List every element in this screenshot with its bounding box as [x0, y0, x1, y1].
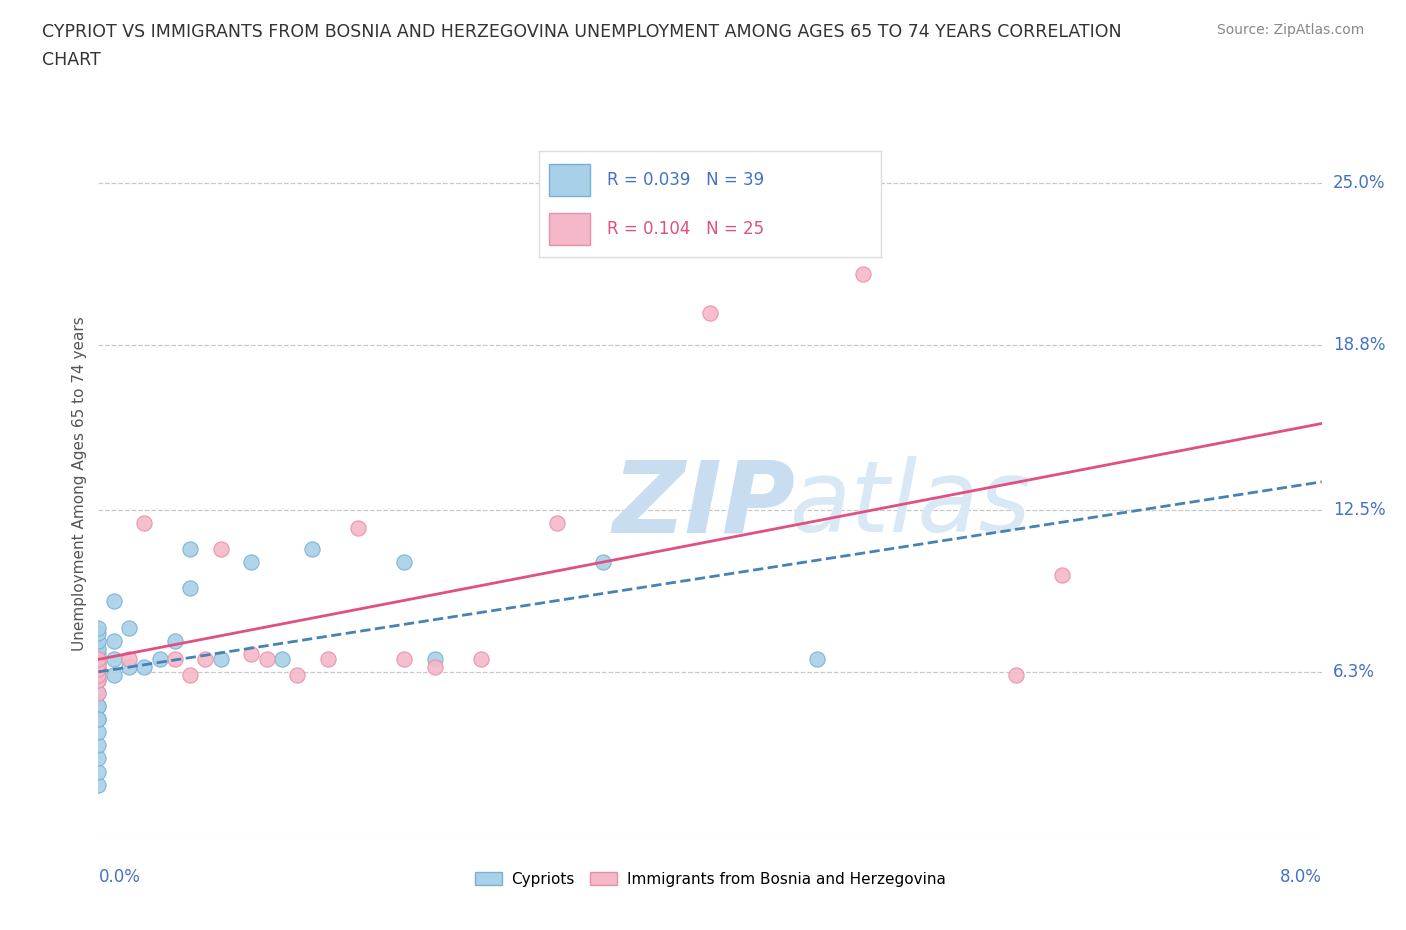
- Point: [209, 652, 232, 667]
- Text: CYPRIOT VS IMMIGRANTS FROM BOSNIA AND HERZEGOVINA UNEMPLOYMENT AMONG AGES 65 TO : CYPRIOT VS IMMIGRANTS FROM BOSNIA AND HE…: [42, 23, 1122, 41]
- Point: [87, 667, 110, 682]
- Point: [163, 652, 186, 667]
- Point: [103, 633, 125, 648]
- Point: [134, 659, 156, 674]
- Point: [103, 594, 125, 609]
- Point: [163, 633, 186, 648]
- Point: [423, 652, 446, 667]
- Point: [546, 515, 568, 530]
- Point: [87, 662, 110, 677]
- Point: [87, 633, 110, 648]
- Point: [87, 698, 110, 713]
- Point: [87, 652, 110, 667]
- Text: 0.0%: 0.0%: [98, 868, 141, 885]
- Y-axis label: Unemployment Among Ages 65 to 74 years: Unemployment Among Ages 65 to 74 years: [72, 316, 87, 651]
- Point: [87, 737, 110, 752]
- Point: [194, 652, 217, 667]
- Point: [852, 267, 875, 282]
- Point: [87, 685, 110, 700]
- Text: 6.3%: 6.3%: [1333, 663, 1375, 681]
- Point: [699, 306, 721, 321]
- Point: [134, 515, 156, 530]
- Point: [87, 662, 110, 677]
- Text: CHART: CHART: [42, 51, 101, 69]
- Point: [806, 652, 828, 667]
- Point: [87, 641, 110, 656]
- Point: [592, 554, 614, 569]
- Text: 12.5%: 12.5%: [1333, 500, 1385, 519]
- Point: [179, 667, 201, 682]
- Point: [423, 659, 446, 674]
- Point: [87, 672, 110, 687]
- Point: [87, 698, 110, 713]
- Point: [87, 652, 110, 667]
- Point: [301, 541, 323, 556]
- Text: atlas: atlas: [790, 457, 1031, 553]
- Point: [87, 667, 110, 682]
- Point: [87, 751, 110, 766]
- Point: [392, 652, 416, 667]
- Point: [87, 685, 110, 700]
- Point: [87, 711, 110, 726]
- Text: Source: ZipAtlas.com: Source: ZipAtlas.com: [1216, 23, 1364, 37]
- Point: [87, 646, 110, 661]
- Point: [179, 541, 201, 556]
- Point: [149, 652, 172, 667]
- Point: [103, 652, 125, 667]
- Point: [240, 554, 263, 569]
- Text: 25.0%: 25.0%: [1333, 174, 1385, 192]
- Legend: Cypriots, Immigrants from Bosnia and Herzegovina: Cypriots, Immigrants from Bosnia and Her…: [468, 866, 952, 893]
- Point: [1004, 667, 1026, 682]
- Point: [1050, 568, 1073, 583]
- Point: [87, 724, 110, 739]
- Point: [87, 625, 110, 640]
- Point: [316, 652, 339, 667]
- Point: [256, 652, 278, 667]
- Point: [470, 652, 492, 667]
- Text: 8.0%: 8.0%: [1279, 868, 1322, 885]
- Point: [240, 646, 263, 661]
- Point: [103, 667, 125, 682]
- Point: [270, 652, 294, 667]
- Point: [285, 667, 308, 682]
- Point: [87, 711, 110, 726]
- Point: [347, 521, 370, 536]
- Point: [118, 659, 141, 674]
- Point: [87, 620, 110, 635]
- Point: [87, 764, 110, 779]
- Point: [87, 672, 110, 687]
- Point: [118, 652, 141, 667]
- Point: [209, 541, 232, 556]
- Point: [87, 657, 110, 671]
- Point: [87, 657, 110, 671]
- Point: [392, 554, 416, 569]
- Point: [179, 581, 201, 596]
- Text: ZIP: ZIP: [612, 457, 796, 553]
- Text: 18.8%: 18.8%: [1333, 336, 1385, 353]
- Point: [87, 777, 110, 792]
- Point: [118, 620, 141, 635]
